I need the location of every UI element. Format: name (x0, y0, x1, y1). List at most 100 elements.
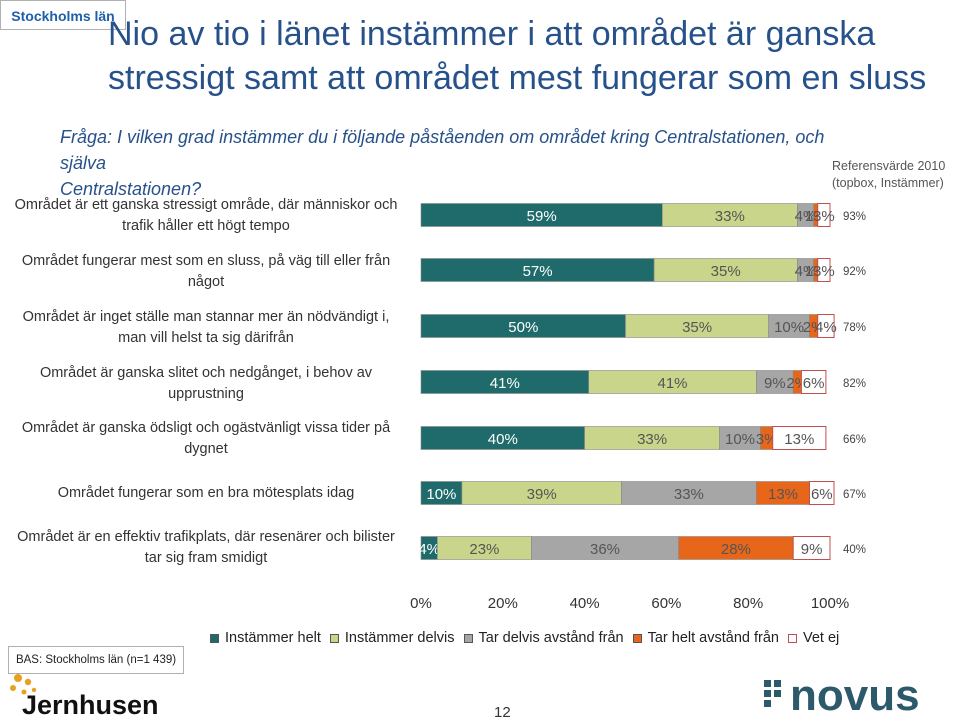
bar-tar-helt-avstand (760, 426, 774, 450)
bar-tar-helt-avstand (813, 203, 818, 227)
novus-logo-text: novus (790, 671, 920, 720)
bar-vet-ej (817, 314, 835, 338)
region-badge: Stockholms län (0, 0, 126, 30)
data-label-instammer-delvis: 35% (711, 263, 741, 280)
data-label-tar-delvis-avstand: 36% (590, 541, 620, 558)
reference-value: 78% (843, 322, 866, 334)
legend-label: Tar helt avstånd från (647, 630, 779, 646)
category-label-line: dygnet (184, 441, 228, 457)
survey-question: Fråga: I vilken grad instämmer du i följ… (60, 124, 860, 202)
bar-instammer-delvis (653, 258, 798, 282)
data-label-vet-ej: 6% (803, 375, 825, 392)
data-label-instammer-helt: 4% (418, 541, 440, 558)
legend-item-tar-helt-avstand: Tar helt avstånd från (632, 630, 779, 646)
bar-vet-ej (817, 203, 831, 227)
data-label-instammer-helt: 50% (508, 319, 538, 336)
category-label: Området är ganska ödsligt och ogästvänli… (2, 418, 410, 460)
page-number: 12 (494, 704, 511, 721)
reference-value: 67% (843, 489, 866, 501)
category-label: Området fungerar mest som en sluss, på v… (2, 251, 410, 293)
bar-vet-ej (809, 481, 835, 505)
data-label-tar-delvis-avstand: 10% (774, 319, 804, 336)
data-label-instammer-delvis: 23% (469, 541, 499, 558)
data-label-instammer-helt: 59% (527, 208, 557, 225)
data-label-tar-delvis-avstand: 9% (764, 375, 786, 392)
legend-label: Vet ej (802, 630, 840, 646)
legend-swatch (632, 633, 642, 643)
data-label-instammer-delvis: 33% (637, 431, 667, 448)
data-label-tar-helt-avstand: 3% (756, 431, 778, 448)
category-label-line: Området är en effektiv trafikplats, där … (17, 529, 395, 545)
legend-item-instammer-helt: Instämmer helt (210, 630, 321, 646)
bar-instammer-helt (420, 314, 626, 338)
category-label-line: tar sig fram smidigt (144, 550, 268, 566)
legend-item-vet-ej: Vet ej (787, 630, 840, 646)
bar-vet-ej (800, 370, 827, 394)
bar-tar-helt-avstand (813, 258, 818, 282)
bar-instammer-helt (420, 536, 438, 560)
bar-tar-delvis-avstand (621, 481, 757, 505)
bar-instammer-delvis (437, 536, 532, 560)
x-tick-label: 80% (733, 595, 763, 612)
category-label-line: upprustning (168, 386, 244, 402)
data-label-tar-helt-avstand: 28% (721, 541, 751, 558)
reference-value: 93% (843, 211, 866, 223)
data-label-tar-helt-avstand: 13% (768, 486, 798, 503)
legend-item-instammer-delvis: Instämmer delvis (329, 630, 455, 646)
base-note: BAS: Stockholms län (n=1 439) (8, 646, 184, 674)
legend-item-tar-delvis-avstand: Tar delvis avstånd från (463, 630, 624, 646)
bar-instammer-helt (420, 481, 463, 505)
data-label-tar-helt-avstand: 2% (803, 319, 825, 336)
bar-instammer-helt (420, 258, 655, 282)
legend-swatch (329, 633, 339, 643)
chart-legend: Instämmer helt Instämmer delvis Tar delvis… (210, 628, 848, 648)
bar-instammer-helt (420, 203, 663, 227)
category-label: Området är ett ganska stressigt område, … (2, 195, 410, 237)
legend-label: Instämmer helt (225, 630, 321, 646)
category-label-line: man vill helst ta sig därifrån (118, 330, 294, 346)
category-label-line: Området är inget ställe man stannar mer … (22, 309, 390, 325)
bar-instammer-helt (420, 426, 585, 450)
legend-swatch (787, 633, 797, 643)
x-tick-label: 100% (811, 595, 849, 612)
bar-tar-delvis-avstand (796, 258, 814, 282)
bar-tar-delvis-avstand (768, 314, 810, 338)
data-label-vet-ej: 3% (813, 263, 835, 280)
data-label-tar-delvis-avstand: 10% (725, 431, 755, 448)
data-label-instammer-delvis: 41% (657, 375, 687, 392)
reference-note-line-2: (topbox, Instämmer) (832, 176, 944, 190)
bar-vet-ej (792, 536, 831, 560)
bar-instammer-delvis (584, 426, 720, 450)
page-title: Nio av tio i länet instämmer i att områd… (108, 12, 948, 100)
data-label-instammer-helt: 10% (426, 486, 456, 503)
bar-tar-delvis-avstand (796, 203, 814, 227)
page-title-line-2: stressigt samt att området mest fungerar… (108, 59, 927, 97)
reference-value: 82% (843, 378, 866, 390)
bar-instammer-delvis (461, 481, 622, 505)
page-title-line-1: Nio av tio i länet instämmer i att områd… (108, 15, 876, 53)
data-label-vet-ej: 4% (815, 319, 837, 336)
data-label-instammer-helt: 40% (488, 431, 518, 448)
x-tick-label: 40% (570, 595, 600, 612)
x-tick-label: 0% (410, 595, 432, 612)
novus-logo: novus (762, 670, 958, 720)
data-label-instammer-delvis: 35% (682, 319, 712, 336)
reference-value: 92% (843, 266, 866, 278)
survey-question-line-1: Fråga: I vilken grad instämmer du i följ… (60, 127, 825, 173)
bar-tar-helt-avstand (792, 370, 802, 394)
data-label-vet-ej: 3% (813, 208, 835, 225)
category-label: Området är inget ställe man stannar mer … (2, 307, 410, 349)
category-label-line: Området är ganska ödsligt och ogästvänli… (21, 420, 391, 436)
data-label-vet-ej: 6% (811, 486, 833, 503)
category-label-line: Området är ett ganska stressigt område, … (14, 197, 398, 213)
data-label-tar-helt-avstand: 2% (786, 375, 808, 392)
x-tick-label: 20% (488, 595, 518, 612)
legend-swatch (210, 633, 219, 643)
bar-tar-delvis-avstand (719, 426, 761, 450)
x-tick-label: 60% (651, 595, 681, 612)
reference-note: Referensvärde 2010 (topbox, Instämmer) (832, 158, 957, 192)
category-label: Området är en effektiv trafikplats, där … (2, 527, 410, 569)
jernhusen-logo: Jernhusen (6, 672, 206, 720)
category-label-line: något (187, 274, 225, 290)
